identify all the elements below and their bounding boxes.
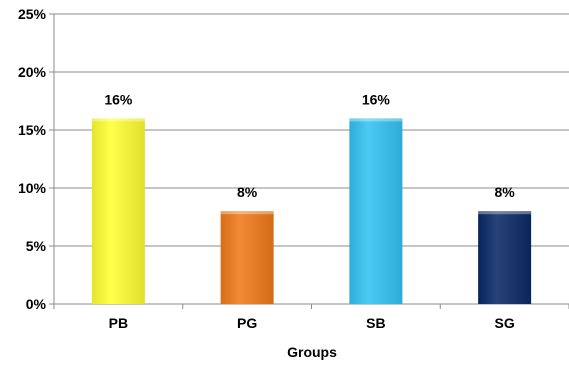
x-tick-label: PB — [109, 315, 128, 331]
y-tick-label: 20% — [18, 64, 47, 80]
data-label: 8% — [237, 184, 258, 200]
x-tick-label: SB — [366, 315, 385, 331]
y-tick-label: 25% — [18, 6, 47, 22]
x-tick-label: SG — [495, 315, 515, 331]
y-tick-label: 5% — [26, 238, 47, 254]
y-tick-label: 15% — [18, 122, 47, 138]
bar-shading — [478, 211, 532, 304]
data-label: 16% — [362, 91, 391, 107]
y-tick-label: 0% — [26, 296, 47, 312]
x-tick-label: PG — [237, 315, 257, 331]
bars — [91, 118, 532, 305]
data-label: 8% — [495, 184, 516, 200]
bar-highlight — [220, 211, 274, 215]
bar-highlight — [91, 118, 145, 122]
bar-shading — [91, 118, 145, 305]
bar-highlight — [478, 211, 532, 215]
x-axis-title: Groups — [287, 344, 337, 360]
data-label: 16% — [104, 91, 133, 107]
labels: 0% 5% 10% 15% 20% 25% 16% PB 8% PG 16% SB 8% SG — [18, 6, 515, 331]
y-tick-label: 10% — [18, 180, 47, 196]
bar-shading — [220, 211, 274, 304]
bar-shading — [349, 118, 403, 305]
bar-highlight — [349, 118, 403, 122]
